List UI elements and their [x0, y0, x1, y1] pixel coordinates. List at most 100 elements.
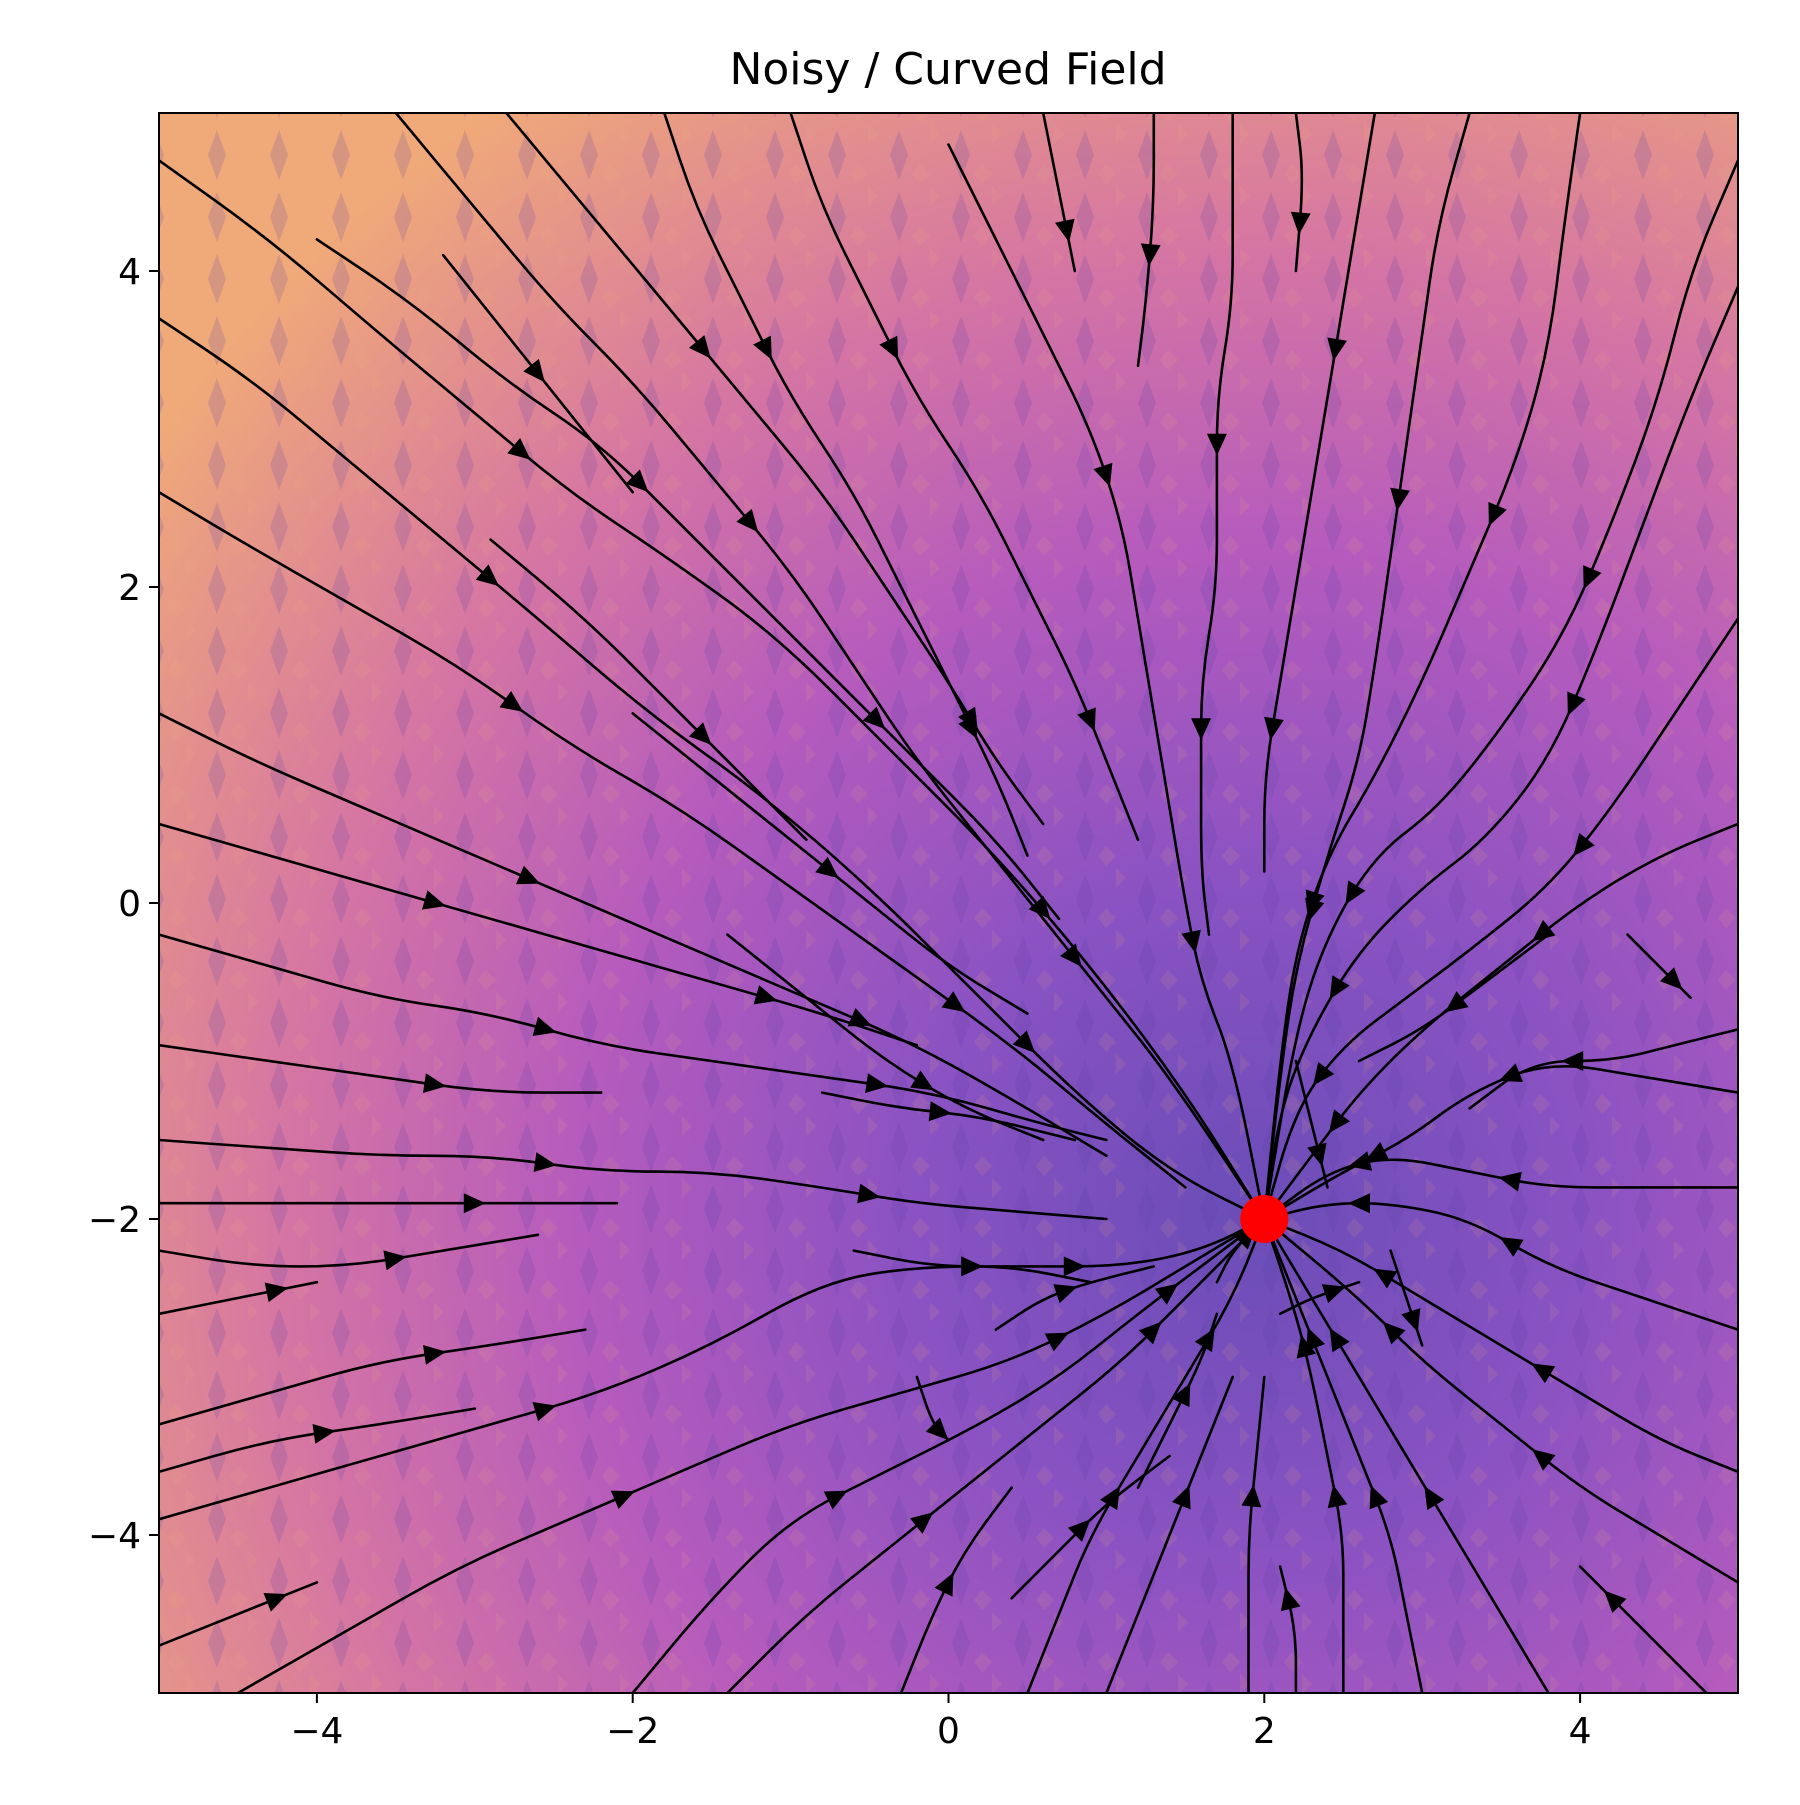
- streamline-arrowhead: [1264, 716, 1284, 741]
- streamline: [505, 113, 1045, 826]
- streamline-arrowhead: [1206, 433, 1227, 456]
- streamline: [159, 159, 1266, 1221]
- x-tick-label: 0: [937, 1711, 960, 1752]
- streamline: [820, 1091, 1077, 1142]
- sink-point-marker: [1240, 1195, 1289, 1243]
- streamline-arrowhead: [928, 1101, 952, 1122]
- streamline-arrowhead: [507, 438, 531, 460]
- streamline-arrowhead: [383, 1250, 407, 1271]
- x-axis-ticks: −4 −2 0 2 4: [290, 1693, 1592, 1752]
- streamline: [159, 1138, 1108, 1221]
- y-tick-label: 4: [118, 252, 141, 293]
- streamline-arrowhead: [1181, 929, 1201, 954]
- streamline-arrowhead: [1327, 337, 1347, 361]
- streamline-arrowhead: [312, 1424, 336, 1444]
- streamline-arrowhead: [879, 335, 899, 360]
- streamline: [1263, 113, 1377, 873]
- streamline: [1247, 1375, 1266, 1693]
- streamline: [441, 253, 634, 494]
- streamline: [663, 113, 1029, 857]
- streamline-arrowhead: [1171, 1383, 1191, 1408]
- streamline-arrowhead: [1531, 1363, 1556, 1384]
- x-tick-label: 2: [1253, 1711, 1276, 1752]
- streamline-arrowhead: [1329, 1328, 1350, 1353]
- streamline-arrowhead: [422, 890, 446, 910]
- x-tick-label: 4: [1569, 1711, 1592, 1752]
- streamline: [852, 1249, 1092, 1284]
- streamline-arrowhead: [423, 1073, 447, 1093]
- x-tick-label: −4: [290, 1711, 343, 1752]
- streamline: [1468, 1028, 1738, 1110]
- streamline: [489, 538, 808, 842]
- streamline: [159, 1328, 587, 1426]
- streamline: [159, 712, 1108, 1158]
- streamline: [1357, 933, 1550, 1063]
- streamline: [159, 1581, 319, 1647]
- streamline: [159, 317, 1266, 1221]
- streamline-arrowhead: [1154, 1283, 1179, 1305]
- streamline: [159, 1233, 540, 1268]
- streamline-arrowhead: [1401, 1308, 1421, 1333]
- streamline-arrowhead: [1307, 1142, 1327, 1167]
- streamline-arrowhead: [532, 1402, 557, 1422]
- streamline: [631, 712, 1029, 1015]
- streamline-arrowhead: [1327, 1484, 1348, 1509]
- streamline: [315, 238, 1061, 921]
- streamline: [994, 1265, 1156, 1331]
- streamline-arrowhead: [1053, 1284, 1078, 1304]
- streamline-arrowhead: [1329, 975, 1350, 1000]
- streamline-arrowhead: [532, 1016, 557, 1036]
- streamline: [947, 143, 1266, 1221]
- streamline: [1294, 113, 1304, 273]
- streamline-arrowhead: [1345, 880, 1366, 905]
- streamline-arrowhead: [1567, 691, 1586, 716]
- streamline-arrowhead: [1373, 1268, 1398, 1289]
- streamline: [159, 933, 1108, 1142]
- streamline-arrowhead: [1348, 1193, 1370, 1214]
- contour-noise-texture: [159, 113, 1738, 1693]
- streamline-arrowhead: [475, 564, 499, 587]
- streamline: [1578, 1565, 1708, 1693]
- streamline-arrowhead: [1100, 1486, 1120, 1511]
- streamline-arrowhead: [263, 1593, 288, 1612]
- streamline-arrowhead: [1328, 1109, 1350, 1133]
- streamline-arrowhead: [1390, 487, 1410, 511]
- streamline-arrowhead: [1424, 1486, 1445, 1511]
- streamline-arrowhead: [1498, 1063, 1523, 1082]
- streamline-arrowhead: [1583, 565, 1602, 590]
- streamline-arrowhead: [516, 865, 541, 885]
- streamline-arrowhead: [1241, 1484, 1262, 1508]
- streamline-arrowhead: [753, 335, 772, 360]
- streamline-arrowhead: [1093, 462, 1113, 487]
- streamline: [631, 1217, 1266, 1693]
- chart-title: Noisy / Curved Field: [729, 44, 1166, 95]
- streamline-arrowhead: [1369, 1485, 1389, 1510]
- streamline: [1136, 113, 1156, 368]
- streamline-arrowhead: [1138, 1321, 1162, 1345]
- streamline-arrowhead: [941, 991, 966, 1013]
- streamline-arrowhead: [1532, 919, 1556, 942]
- streamline-arrowhead: [689, 335, 711, 359]
- streamline-arrowhead: [1365, 1141, 1390, 1161]
- streamline: [159, 1043, 603, 1094]
- streamline-arrowhead: [753, 985, 778, 1005]
- streamline-arrowhead: [1063, 1256, 1086, 1277]
- y-tick-label: −2: [88, 1200, 141, 1241]
- streamline: [1199, 113, 1235, 936]
- streamline: [1263, 113, 1582, 1221]
- streamline: [1263, 617, 1738, 1221]
- x-tick-label: −2: [606, 1711, 659, 1752]
- streamline: [1278, 1565, 1298, 1693]
- y-tick-label: −4: [88, 1516, 141, 1557]
- streamline-arrowhead: [865, 1073, 889, 1093]
- streamline-arrowhead: [688, 722, 712, 745]
- streamline-arrowhead: [1280, 1587, 1301, 1612]
- streamline-arrowhead: [1296, 1334, 1317, 1359]
- streamline-arrowhead: [610, 1490, 635, 1509]
- streamline-arrowhead: [1321, 1284, 1346, 1304]
- streamline-arrowhead: [847, 1008, 872, 1027]
- streamline-arrowhead: [910, 1512, 934, 1534]
- streamline: [236, 1217, 1266, 1693]
- streamline-arrowhead: [264, 1282, 289, 1303]
